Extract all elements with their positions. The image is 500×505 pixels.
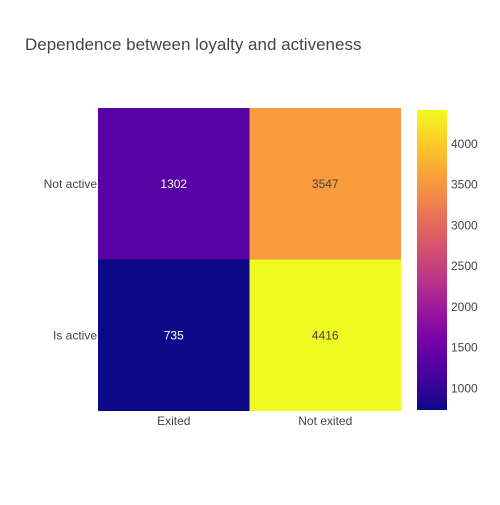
heatmap-cells bbox=[98, 108, 401, 411]
heatmap-cell bbox=[249, 108, 401, 260]
colorbar-tick-label: 3500 bbox=[451, 178, 478, 192]
y-axis: Not active Is active bbox=[44, 177, 98, 343]
colorbar-tick-label: 1000 bbox=[451, 381, 478, 395]
colorbar-tick-label: 3000 bbox=[451, 218, 478, 232]
cell-value-label: 735 bbox=[164, 328, 184, 342]
colorbar-gradient bbox=[417, 110, 447, 410]
colorbar-tick-label: 2000 bbox=[451, 300, 478, 314]
cell-value-label: 1302 bbox=[160, 177, 187, 191]
y-tick-label: Is active bbox=[53, 328, 97, 342]
x-tick-label: Not exited bbox=[298, 414, 352, 428]
colorbar-tick-label: 4000 bbox=[451, 137, 478, 151]
colorbar-tick-label: 2500 bbox=[451, 259, 478, 273]
heatmap-cell bbox=[98, 259, 250, 411]
cell-labels: 1302 3547 735 4416 bbox=[160, 177, 339, 343]
colorbar: 1000 1500 2000 2500 3000 3500 4000 bbox=[417, 110, 478, 410]
heatmap-cell bbox=[98, 108, 250, 260]
x-axis: Exited Not exited bbox=[157, 414, 352, 428]
y-tick-label: Not active bbox=[44, 177, 98, 191]
x-tick-label: Exited bbox=[157, 414, 190, 428]
chart-title: Dependence between loyalty and activenes… bbox=[25, 35, 361, 54]
cell-value-label: 4416 bbox=[312, 328, 339, 342]
colorbar-tick-label: 1500 bbox=[451, 341, 478, 355]
cell-value-label: 3547 bbox=[312, 177, 339, 191]
heatmap-cell bbox=[249, 259, 401, 411]
